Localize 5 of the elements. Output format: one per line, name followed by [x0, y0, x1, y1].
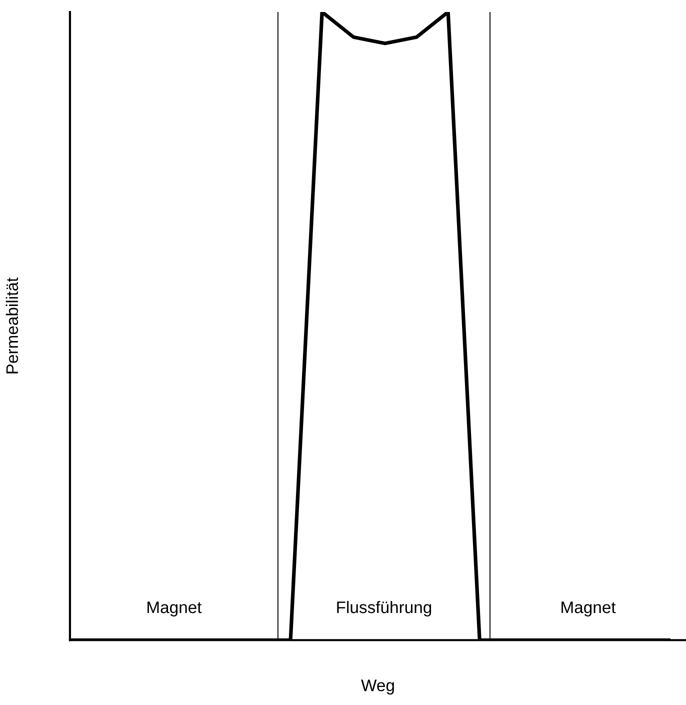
annotation: Magnet [562, 602, 616, 616]
x-axis-title: Weg [361, 680, 394, 695]
y-axis-title: Permeabilität [6, 278, 18, 374]
annotation: Flussführung [337, 600, 432, 616]
annotation: Magnet [148, 602, 202, 616]
